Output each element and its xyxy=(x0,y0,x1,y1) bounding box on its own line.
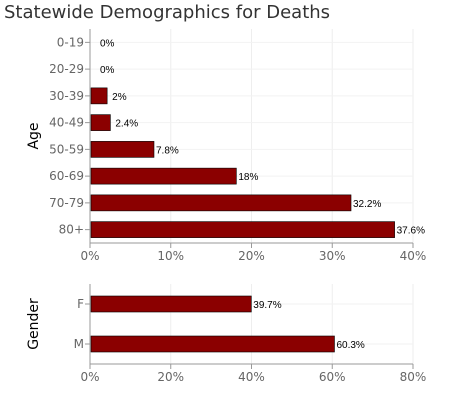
chart1-value-label: 32.2% xyxy=(353,199,381,210)
chart1-category-label: 60-69 xyxy=(49,169,84,183)
chart-title: Statewide Demographics for Deaths xyxy=(4,2,331,23)
chart2-value-label: 60.3% xyxy=(336,340,364,351)
chart2-x-tick-label: 20% xyxy=(157,370,184,384)
chart2-y-axis-title: Gender xyxy=(26,298,42,350)
chart1-x-tick-label: 30% xyxy=(319,249,346,263)
chart1-x-tick-label: 20% xyxy=(238,249,265,263)
chart1-value-label: 7.8% xyxy=(156,145,179,156)
chart1-y-axis-title: Age xyxy=(26,122,42,149)
chart1-category-label: 80+ xyxy=(59,223,84,237)
chart2-category-label: F xyxy=(77,297,84,311)
chart1-bar xyxy=(90,114,111,131)
chart1-category-label: 20-29 xyxy=(49,62,84,76)
chart1-value-label: 2% xyxy=(112,92,127,103)
chart1-bar xyxy=(90,167,237,185)
chart2-bar xyxy=(90,295,252,313)
chart1-category-label: 70-79 xyxy=(49,196,84,210)
chart1-bar xyxy=(90,141,155,158)
chart1-bar xyxy=(90,87,108,105)
chart2-x-tick-label: 60% xyxy=(319,370,346,384)
chart1-bar xyxy=(90,194,352,212)
chart1-x-tick-label: 40% xyxy=(400,249,427,263)
chart1-category-label: 40-49 xyxy=(49,116,84,130)
chart1-category-label: 50-59 xyxy=(49,142,84,156)
chart1-x-tick-label: 10% xyxy=(157,249,184,263)
chart1-bar xyxy=(90,221,395,238)
chart1-x-tick-label: 0% xyxy=(80,249,99,263)
chart2-x-tick-label: 40% xyxy=(238,370,265,384)
chart1-category-label: 0-19 xyxy=(57,35,84,49)
chart2-category-label: M xyxy=(74,337,84,351)
chart1-value-label: 37.6% xyxy=(397,226,425,237)
chart1-value-label: 0% xyxy=(100,38,115,49)
chart2-bar xyxy=(90,335,335,353)
chart1-value-label: 0% xyxy=(100,65,115,76)
chart1-value-label: 18% xyxy=(238,172,258,183)
chart2-x-tick-label: 0% xyxy=(80,370,99,384)
chart2-value-label: 39.7% xyxy=(253,300,281,311)
chart1-category-label: 30-39 xyxy=(49,89,84,103)
chart1-value-label: 2.4% xyxy=(115,119,138,130)
chart2-x-tick-label: 80% xyxy=(400,370,427,384)
